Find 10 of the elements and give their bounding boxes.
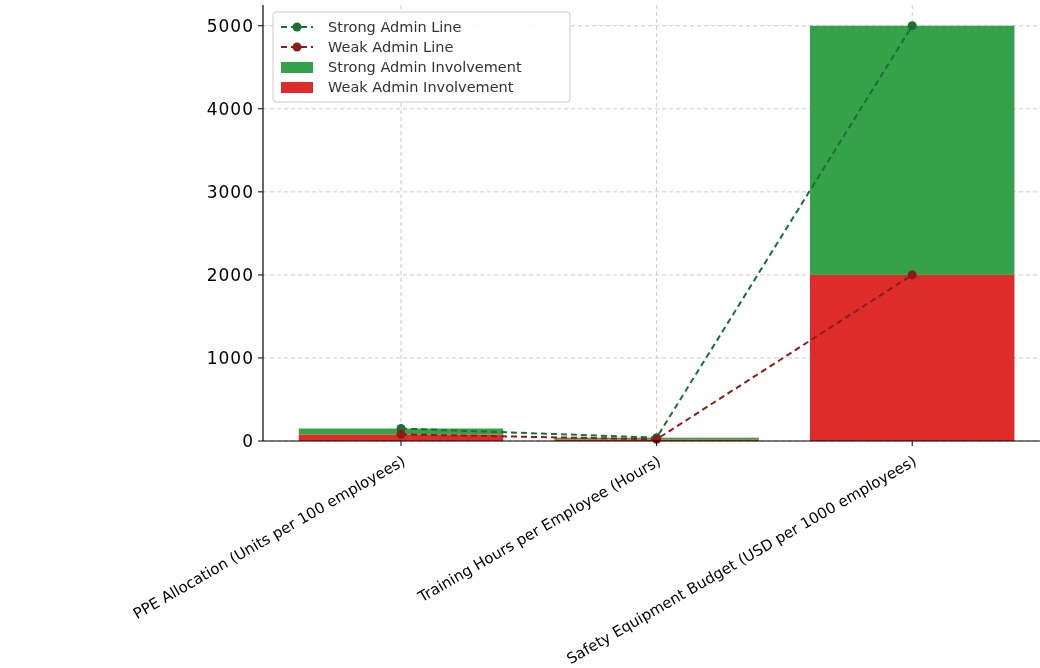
- legend-label: Strong Admin Involvement: [328, 59, 522, 76]
- y-tick-label: 3000: [206, 181, 254, 202]
- y-tick-label: 4000: [206, 98, 254, 119]
- legend-label: Strong Admin Line: [328, 19, 462, 36]
- y-tick-label: 5000: [206, 15, 254, 36]
- y-tick-label: 0: [242, 430, 254, 451]
- legend-label: Weak Admin Involvement: [328, 79, 514, 96]
- legend-label: Weak Admin Line: [328, 39, 454, 56]
- y-tick-label: 1000: [206, 347, 254, 368]
- y-tick-label: 2000: [206, 264, 254, 285]
